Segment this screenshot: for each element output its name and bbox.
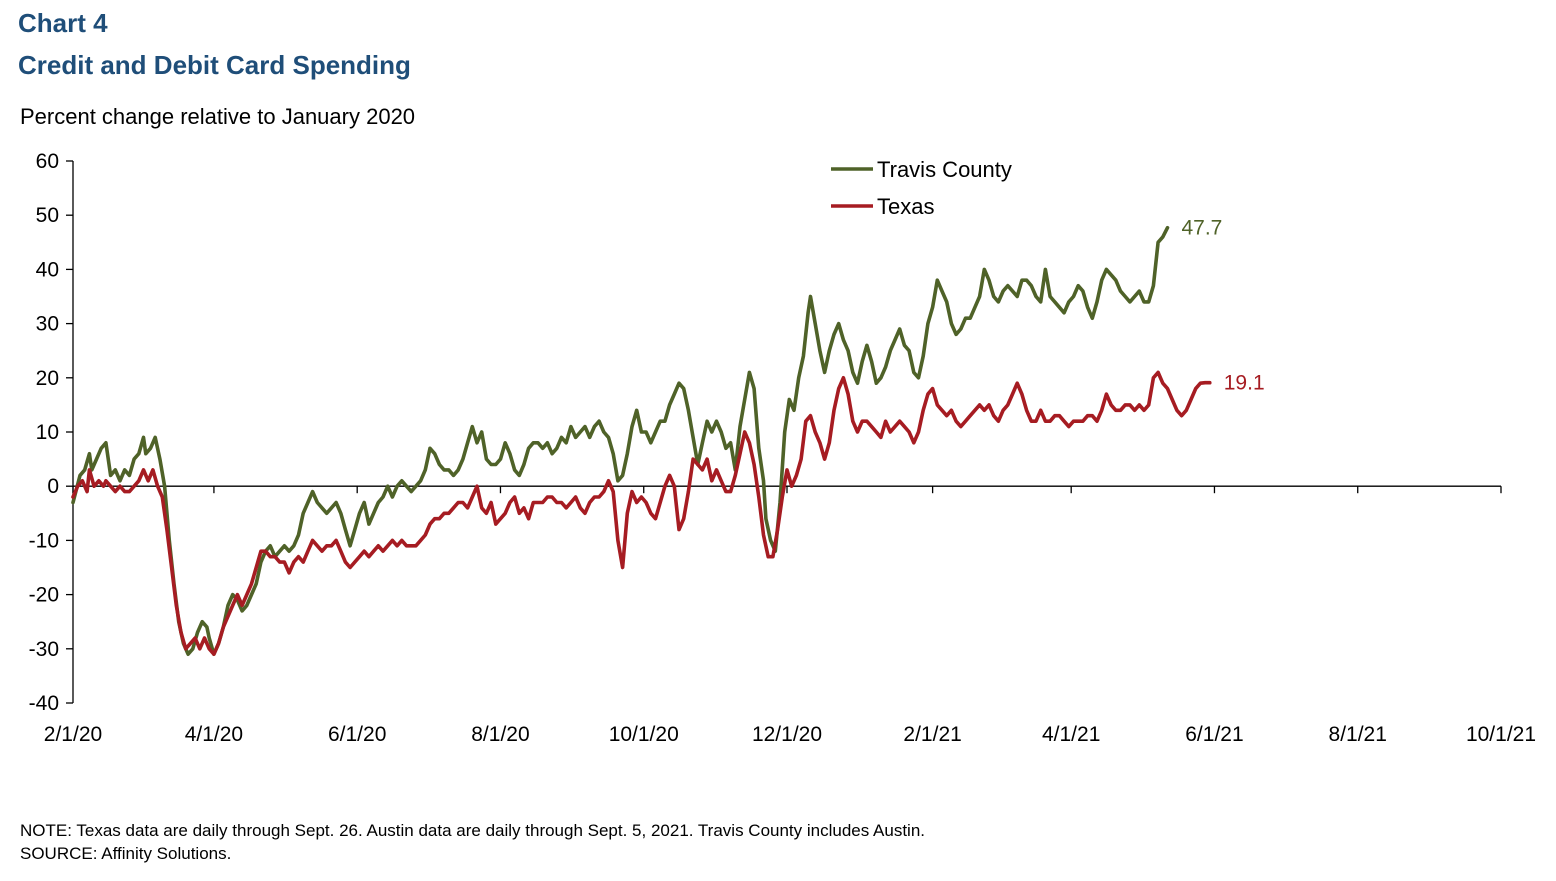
- y-tick-label: -40: [29, 692, 59, 715]
- y-tick-label: 20: [36, 367, 59, 390]
- x-tick-label: 10/1/20: [609, 723, 679, 746]
- note-text: NOTE: Texas data are daily through Sept.…: [20, 821, 926, 840]
- end-label-texas: 19.1: [1224, 372, 1265, 395]
- y-tick-label: 60: [36, 150, 59, 173]
- y-tick-label: 30: [36, 313, 59, 336]
- series-line-texas: [71, 370, 1212, 656]
- y-axis-label: Percent change relative to January 2020: [20, 104, 416, 129]
- legend-label-travis-county: Travis County: [877, 157, 1012, 182]
- x-tick-label: 4/1/21: [1042, 723, 1100, 746]
- x-tick-label: 12/1/20: [752, 723, 822, 746]
- y-tick-label: 10: [36, 421, 59, 444]
- x-tick-label: 2/1/21: [903, 723, 961, 746]
- y-tick-label: 40: [36, 258, 59, 281]
- footnote: NOTE: Texas data are daily through Sept.…: [20, 819, 925, 865]
- y-tick-label: 50: [36, 204, 59, 227]
- x-tick-label: 6/1/20: [328, 723, 386, 746]
- source-text: SOURCE: Affinity Solutions.: [20, 844, 232, 863]
- y-tick-label: -10: [29, 529, 59, 552]
- series-group: [71, 225, 1212, 656]
- chart-number: Chart 4: [18, 8, 108, 38]
- legend-label-texas: Texas: [877, 194, 934, 219]
- x-tick-label: 8/1/21: [1329, 723, 1387, 746]
- legend: Travis County Texas: [831, 157, 1012, 219]
- x-tick-label: 2/1/20: [44, 723, 102, 746]
- series-line-travis-county: [71, 225, 1170, 656]
- x-tick-label: 8/1/20: [471, 723, 529, 746]
- x-tick-label: 10/1/21: [1466, 723, 1536, 746]
- x-tick-label: 4/1/20: [185, 723, 243, 746]
- x-tick-label: 6/1/21: [1185, 723, 1243, 746]
- y-tick-label: -20: [29, 584, 59, 607]
- end-label-travis-county: 47.7: [1181, 217, 1222, 240]
- chart-title: Credit and Debit Card Spending: [18, 50, 411, 80]
- y-tick-label: 0: [47, 475, 59, 498]
- axes: 60 50 40 30 20 10 0 -10 -20 -30 -40 2/1/20 4/1/20 6/1…: [29, 150, 1536, 746]
- y-tick-label: -30: [29, 638, 59, 661]
- end-labels: 47.7 19.1: [1181, 217, 1264, 395]
